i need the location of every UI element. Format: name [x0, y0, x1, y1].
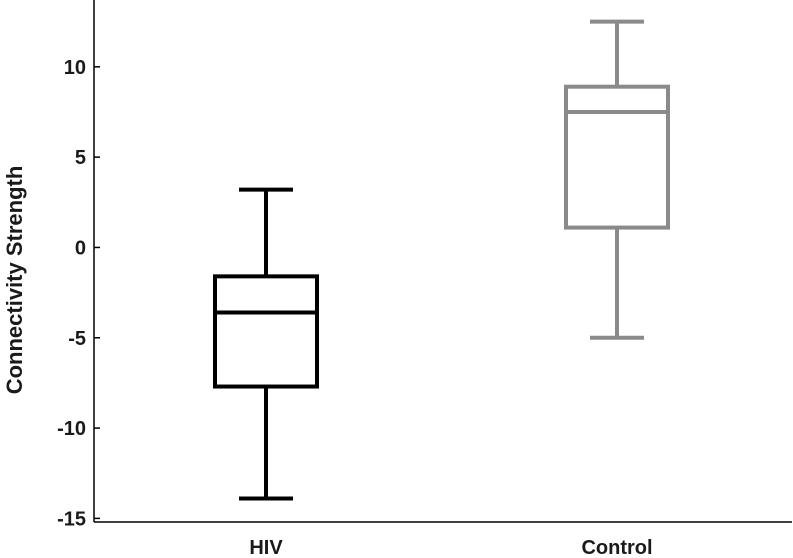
axes: 10 5 0 -5 -10 -15 HIV Control	[57, 0, 792, 558]
iqr-box	[213, 274, 319, 389]
y-tick-label: -10	[57, 418, 86, 440]
y-tick-label: 0	[75, 237, 86, 259]
box-marks	[213, 19, 670, 501]
y-axis-title: Connectivity Strength	[2, 166, 27, 395]
y-tick-label: 5	[75, 147, 86, 169]
x-tick-label: Control	[581, 537, 652, 558]
y-tick-label: 10	[64, 57, 86, 79]
y-tick-label: -15	[57, 508, 86, 530]
box-group	[213, 187, 319, 501]
y-tick-label: -5	[68, 328, 86, 350]
x-tick-label: HIV	[249, 537, 283, 558]
box-group	[564, 19, 670, 340]
iqr-box	[564, 84, 670, 230]
